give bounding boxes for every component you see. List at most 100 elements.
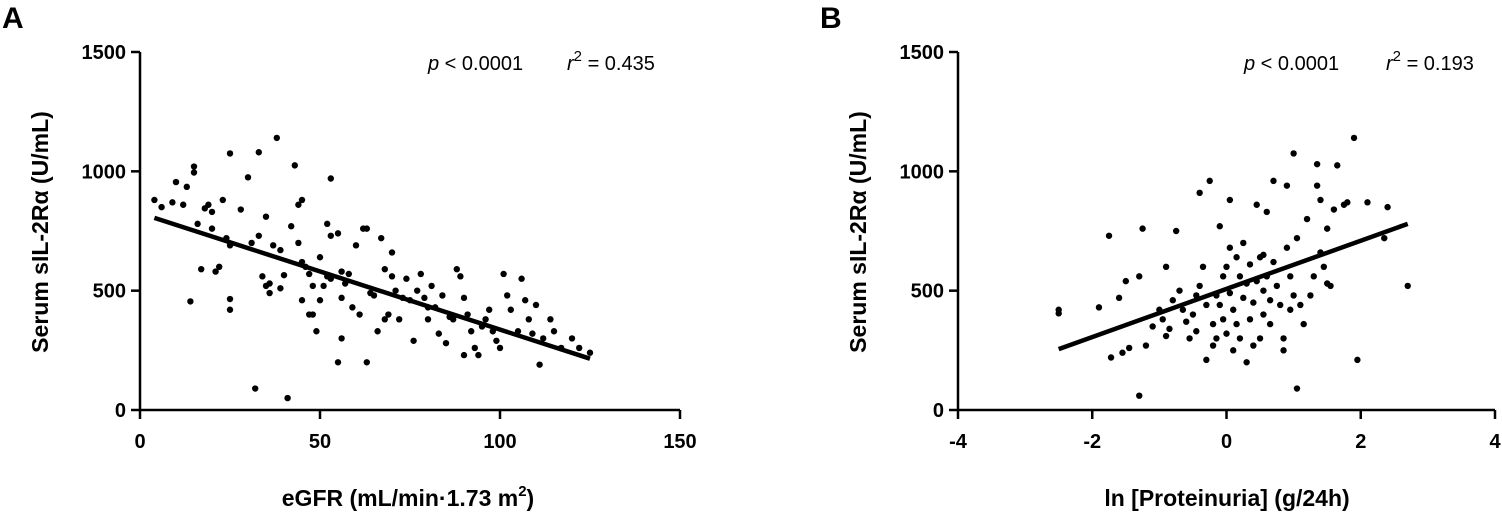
data-point <box>457 273 464 280</box>
data-point <box>396 316 403 323</box>
data-point <box>1142 342 1150 349</box>
data-point <box>1293 234 1301 242</box>
y-tick-label: 500 <box>93 281 126 303</box>
data-point <box>442 339 450 347</box>
data-point <box>208 208 216 216</box>
data-point <box>417 270 424 278</box>
data-point <box>252 385 259 392</box>
data-point <box>295 201 302 208</box>
panel-a-y-ticks: 0 500 1000 1500 <box>82 42 140 422</box>
data-point <box>1209 320 1217 328</box>
data-point <box>1196 189 1203 197</box>
data-point <box>248 239 255 247</box>
x-tick-label: 2 <box>1355 431 1366 453</box>
data-point <box>1179 306 1187 313</box>
data-point <box>1176 287 1183 294</box>
data-point <box>1253 201 1260 208</box>
data-point <box>1323 225 1331 232</box>
data-point <box>1203 301 1210 309</box>
data-point <box>1119 349 1126 356</box>
data-point <box>1344 199 1351 206</box>
data-point <box>309 311 316 318</box>
y-tick-label: 1500 <box>82 42 127 64</box>
data-point <box>1115 294 1123 302</box>
data-point <box>518 275 525 282</box>
data-point <box>298 297 306 304</box>
data-point <box>428 282 435 290</box>
data-point <box>284 394 291 402</box>
data-point <box>1280 335 1287 342</box>
data-point <box>255 149 262 156</box>
data-point <box>1293 385 1301 392</box>
data-point <box>475 351 482 359</box>
panel-a-x-ticks: 0 50 100 150 <box>134 410 697 453</box>
data-point <box>1162 263 1170 270</box>
data-point <box>298 196 306 204</box>
data-point <box>1260 251 1267 259</box>
data-point <box>237 206 244 213</box>
data-point <box>334 230 342 237</box>
panel-b-regression-line <box>1057 221 1409 352</box>
data-point <box>1213 335 1220 342</box>
data-point <box>439 292 446 299</box>
panel-a-letter: A <box>2 2 24 35</box>
data-point <box>1256 335 1264 342</box>
data-point <box>1236 335 1244 342</box>
data-point <box>1219 316 1227 323</box>
data-point <box>1183 318 1190 325</box>
data-point <box>277 285 284 292</box>
x-tick-label: 50 <box>309 431 331 453</box>
data-point <box>1196 282 1203 290</box>
data-point <box>352 242 360 249</box>
data-point <box>1136 392 1143 399</box>
data-point <box>1189 311 1197 318</box>
data-point <box>1354 356 1361 364</box>
panel-a-x-axis-title: eGFR (mL/min·1.73 m2) <box>282 483 534 511</box>
data-point <box>334 359 342 366</box>
data-point <box>507 306 514 313</box>
panel-b-p-value: p < 0.0001 <box>1243 53 1339 75</box>
data-point <box>1105 232 1113 239</box>
y-tick-label: 1500 <box>900 42 945 64</box>
data-point <box>1310 273 1317 280</box>
data-point <box>158 203 165 211</box>
data-point <box>295 239 302 247</box>
data-point <box>1240 239 1247 247</box>
data-point <box>266 280 273 287</box>
panel-a-points <box>151 134 594 402</box>
x-tick-label: 0 <box>1221 431 1232 453</box>
data-point <box>1250 299 1257 306</box>
y-tick-label: 1000 <box>82 161 127 183</box>
data-point <box>1236 273 1244 280</box>
data-point <box>1107 354 1115 361</box>
data-point <box>277 246 284 254</box>
data-point <box>1290 292 1297 299</box>
data-point <box>540 335 547 342</box>
data-point <box>1330 206 1338 213</box>
x-tick-label: 150 <box>663 431 696 453</box>
data-point <box>1186 335 1193 342</box>
data-point <box>468 328 475 335</box>
data-point <box>1095 304 1103 311</box>
data-point <box>324 220 331 228</box>
data-point <box>1263 208 1270 216</box>
data-point <box>1381 234 1388 242</box>
data-point <box>532 301 540 309</box>
data-point <box>316 297 324 304</box>
data-point <box>1404 282 1411 290</box>
data-point <box>1266 297 1274 304</box>
data-point <box>190 163 198 170</box>
data-point <box>280 271 288 279</box>
data-point <box>219 196 226 204</box>
data-point <box>370 292 378 299</box>
data-point <box>1250 342 1257 349</box>
data-point <box>313 328 320 335</box>
data-point <box>500 270 507 278</box>
data-point <box>460 351 468 359</box>
panel-b-x-ticks: -4 -2 0 2 4 <box>949 410 1501 453</box>
data-point <box>1313 160 1321 168</box>
data-point <box>529 330 536 337</box>
data-point <box>1313 182 1321 189</box>
data-point <box>1233 320 1240 328</box>
data-point <box>194 220 201 228</box>
